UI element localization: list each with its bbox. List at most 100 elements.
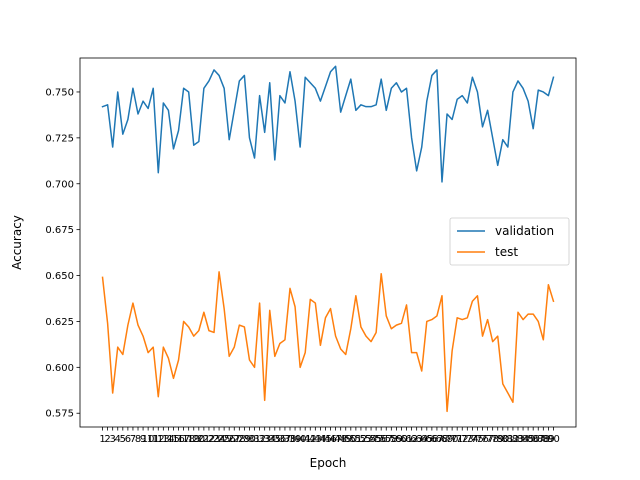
x-tick-label: 36: [274, 434, 287, 445]
y-axis: 0.575 0.600 0.625 0.650 0.675 0.700 0.725 0.750: [45, 87, 80, 420]
x-tick-label: 59: [390, 434, 403, 445]
x-tick-label: 4: [115, 434, 121, 445]
y-tick-label: 0.575: [45, 409, 74, 420]
x-tick-label: 88: [537, 434, 550, 445]
x-tick-label: 72: [456, 434, 469, 445]
x-tick-label: 12: [152, 434, 165, 445]
x-tick-label: 6: [125, 434, 131, 445]
x-tick-label: 73: [461, 434, 474, 445]
x-tick-label: 40: [294, 434, 307, 445]
x-tick-label: 1: [99, 434, 105, 445]
legend-test-label: test: [495, 245, 518, 259]
x-tick-label: 41: [299, 434, 312, 445]
x-tick-label: 44: [314, 434, 327, 445]
x-tick-label: 75: [471, 434, 484, 445]
x-tick-label: 71: [451, 434, 464, 445]
x-tick-label: 24: [213, 434, 226, 445]
x-tick-label: 31: [248, 434, 261, 445]
series-line-test: [101, 271, 555, 413]
x-tick-label: 82: [507, 434, 520, 445]
x-tick-label: 76: [476, 434, 489, 445]
y-tick-label: 0.625: [45, 317, 74, 328]
x-tick-label: 8: [135, 434, 141, 445]
x-tick-label: 5: [120, 434, 126, 445]
x-tick-label: 84: [517, 434, 530, 445]
x-tick-label: 67: [431, 434, 444, 445]
x-tick-label: 37: [279, 434, 292, 445]
x-tick-label: 52: [355, 434, 368, 445]
legend-validation-label: validation: [495, 224, 554, 238]
legend-box: [449, 217, 570, 266]
x-tick-label: 9: [140, 434, 146, 445]
x-tick-label: 83: [512, 434, 525, 445]
series-layer: [101, 65, 555, 413]
x-tick-label: 3: [109, 434, 115, 445]
x-tick-label: 23: [208, 434, 221, 445]
x-tick-label: 70: [446, 434, 459, 445]
x-tick-label: 22: [203, 434, 216, 445]
x-tick-label: 89: [542, 434, 555, 445]
x-tick-label: 87: [532, 434, 545, 445]
x-tick-label: 50: [344, 434, 357, 445]
x-tick-label: 2: [104, 434, 110, 445]
y-tick-label: 0.725: [45, 133, 74, 144]
x-tick-label: 74: [466, 434, 479, 445]
x-tick-label: 57: [380, 434, 393, 445]
x-tick-label: 30: [243, 434, 256, 445]
x-tick-label: 16: [172, 434, 185, 445]
x-tick-label: 53: [360, 434, 373, 445]
x-tick-label: 78: [486, 434, 499, 445]
x-axis: 1234567891011121314151617181920212223242…: [99, 427, 560, 445]
x-tick-label: 56: [375, 434, 388, 445]
x-tick-label: 77: [481, 434, 494, 445]
x-tick-label: 28: [233, 434, 246, 445]
x-tick-label: 29: [238, 434, 251, 445]
axes-frame: [79, 57, 577, 428]
y-tick-label: 0.675: [45, 225, 74, 236]
x-tick-label: 13: [157, 434, 170, 445]
x-axis-title: Epoch: [310, 456, 347, 470]
x-tick-label: 45: [319, 434, 332, 445]
x-tick-label: 42: [304, 434, 317, 445]
x-tick-label: 54: [365, 434, 378, 445]
x-tick-label: 20: [192, 434, 205, 445]
x-tick-label: 17: [177, 434, 190, 445]
x-tick-label: 38: [284, 434, 297, 445]
x-tick-label: 33: [258, 434, 271, 445]
x-tick-label: 66: [425, 434, 438, 445]
x-tick-label: 79: [491, 434, 504, 445]
x-tick-label: 18: [182, 434, 195, 445]
x-tick-label: 48: [334, 434, 347, 445]
x-tick-label: 49: [339, 434, 352, 445]
x-tick-label: 90: [547, 434, 560, 445]
x-tick-label: 43: [309, 434, 322, 445]
x-tick-label: 68: [436, 434, 449, 445]
x-tick-label: 65: [420, 434, 433, 445]
x-tick-label: 46: [324, 434, 337, 445]
x-tick-label: 11: [147, 434, 160, 445]
x-tick-label: 14: [162, 434, 175, 445]
x-tick-label: 34: [263, 434, 276, 445]
legend: validation test: [449, 217, 570, 266]
x-tick-label: 51: [349, 434, 362, 445]
y-tick-label: 0.700: [45, 179, 74, 190]
x-tick-label: 35: [268, 434, 281, 445]
x-tick-label: 10: [142, 434, 155, 445]
x-tick-label: 47: [329, 434, 342, 445]
y-axis-title: Accuracy: [10, 215, 24, 270]
x-tick-label: 61: [400, 434, 413, 445]
x-tick-label: 69: [441, 434, 454, 445]
x-tick-label: 64: [415, 434, 428, 445]
y-tick-label: 0.650: [45, 271, 74, 282]
x-tick-label: 21: [198, 434, 211, 445]
y-tick-label: 0.600: [45, 363, 74, 374]
x-tick-label: 63: [410, 434, 423, 445]
x-tick-label: 32: [253, 434, 266, 445]
y-tick-label: 0.750: [45, 87, 74, 98]
x-tick-label: 26: [223, 434, 236, 445]
x-tick-label: 58: [385, 434, 398, 445]
x-tick-label: 19: [187, 434, 200, 445]
x-tick-label: 85: [522, 434, 535, 445]
x-tick-label: 60: [395, 434, 408, 445]
